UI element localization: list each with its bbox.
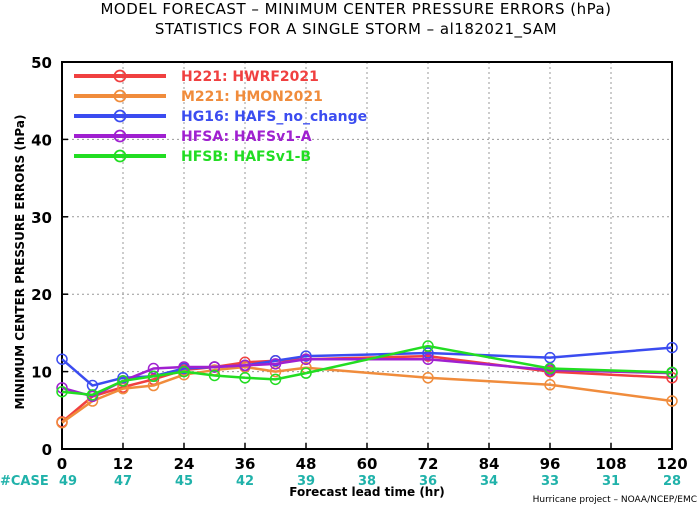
data-point [147, 370, 160, 382]
legend: H221: HWRF2021 M221: HMON2021 HG16: HAFS_n… [74, 69, 367, 165]
x-axis-label: Forecast lead time (hr) [289, 485, 445, 499]
x-tick-label: 120 [656, 455, 687, 473]
y-tick-label: 20 [31, 286, 52, 304]
y-tick-label: 10 [31, 364, 52, 382]
case-count: 39 [297, 474, 315, 489]
case-count: 36 [419, 474, 437, 489]
series-layer [56, 340, 678, 429]
x-tick-label: 24 [174, 455, 195, 473]
y-tick-label: 40 [31, 131, 52, 149]
case-count: 34 [480, 474, 498, 489]
y-tick-label: 0 [42, 441, 52, 459]
data-point [544, 362, 556, 375]
data-point [269, 373, 282, 386]
chart-subtitle: STATISTICS FOR A SINGLE STORM – al182021… [155, 20, 557, 39]
data-point [422, 372, 434, 384]
legend-marker [113, 89, 127, 103]
x-tick-label: 108 [595, 455, 626, 473]
data-point [269, 355, 282, 367]
case-row: #CASE 49 47 45 42 39 38 36 34 33 31 28 [0, 474, 681, 489]
data-point [239, 359, 251, 372]
x-tick-label: 12 [113, 455, 134, 473]
case-label: #CASE [0, 474, 49, 489]
data-point [300, 350, 312, 362]
data-point [544, 351, 556, 364]
data-point [239, 372, 251, 384]
data-point [666, 341, 678, 354]
legend-marker [113, 149, 127, 163]
legend-marker [113, 129, 127, 143]
x-axis-ticks: 0 12 24 36 48 60 72 84 96 108 120 [57, 443, 688, 473]
data-point [269, 365, 282, 378]
case-count: 31 [602, 474, 620, 489]
legend-label: H221: HWRF2021 [181, 69, 319, 85]
series-5 [56, 340, 678, 401]
legend-label: M221: HMON2021 [181, 89, 323, 105]
case-count: 33 [541, 474, 559, 489]
data-point [208, 361, 221, 373]
legend-label: HFSB: HAFSv1-B [181, 149, 311, 165]
chart-title: MODEL FORECAST – MINIMUM CENTER PRESSURE… [100, 0, 611, 18]
legend-marker [113, 69, 127, 83]
credit-text: Hurricane project – NOAA/NCEP/EMC [533, 495, 697, 505]
data-point [422, 340, 434, 352]
data-point [56, 416, 68, 429]
y-axis-ticks: 0 10 20 30 40 50 [31, 54, 68, 459]
data-point [269, 358, 282, 370]
case-count: 28 [663, 474, 681, 489]
case-count: 38 [358, 474, 376, 489]
legend-label: HG16: HAFS_no_change [181, 109, 367, 125]
x-tick-label: 0 [57, 455, 67, 473]
data-point [117, 382, 129, 395]
x-tick-label: 60 [357, 455, 378, 473]
x-tick-label: 72 [418, 455, 439, 473]
data-point [56, 353, 68, 365]
data-point [666, 395, 678, 407]
x-tick-label: 36 [235, 455, 256, 473]
data-point [544, 379, 556, 391]
case-count: 47 [114, 474, 132, 489]
data-point [117, 375, 129, 387]
x-tick-label: 96 [540, 455, 561, 473]
y-axis-label: MINIMUM CENTER PRESSURE ERRORS (hPa) [13, 115, 27, 410]
data-point [666, 366, 678, 379]
data-point [300, 367, 312, 379]
data-point [422, 353, 434, 365]
case-count: 42 [236, 474, 254, 489]
data-point [178, 365, 190, 378]
y-tick-label: 30 [31, 209, 52, 227]
case-count: 45 [175, 474, 193, 489]
data-point [300, 353, 312, 365]
case-count: 49 [59, 474, 77, 489]
data-point [86, 389, 99, 401]
x-tick-label: 84 [479, 455, 500, 473]
y-tick-label: 50 [31, 54, 52, 72]
data-point [56, 385, 68, 398]
legend-marker [113, 109, 127, 123]
x-tick-label: 48 [296, 455, 317, 473]
data-point [208, 369, 221, 382]
legend-label: HFSA: HAFSv1-A [181, 129, 312, 145]
data-point [147, 362, 160, 375]
